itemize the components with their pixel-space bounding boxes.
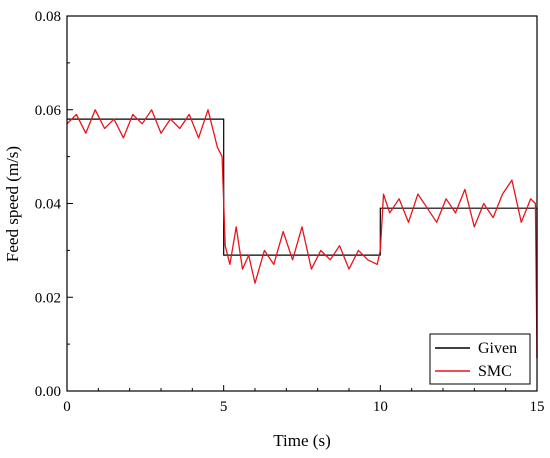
x-axis-ticks: 0 5 10 15	[63, 385, 545, 415]
x-tick-label: 10	[373, 399, 388, 415]
legend-box	[429, 333, 531, 385]
legend-label-smc: SMC	[478, 363, 512, 380]
x-tick-label: 15	[530, 399, 545, 415]
y-tick-label: 0.04	[35, 197, 62, 213]
legend: Given SMC	[429, 333, 531, 385]
y-axis-title: Feed speed (m/s)	[3, 146, 22, 262]
y-tick-label: 0.02	[35, 290, 61, 306]
y-tick-label: 0.00	[35, 384, 61, 400]
series-line-given	[67, 118, 538, 359]
y-tick-label: 0.06	[35, 103, 62, 119]
series-line-smc	[66, 109, 538, 359]
series-layer	[66, 109, 538, 359]
y-tick-label: 0.08	[35, 9, 61, 25]
legend-label-given: Given	[478, 340, 517, 357]
x-tick-label: 0	[63, 399, 71, 415]
x-tick-label: 5	[220, 399, 228, 415]
y-axis-ticks: 0.00 0.02 0.04 0.06 0.08	[35, 9, 73, 400]
x-axis-title: Time (s)	[273, 431, 330, 450]
